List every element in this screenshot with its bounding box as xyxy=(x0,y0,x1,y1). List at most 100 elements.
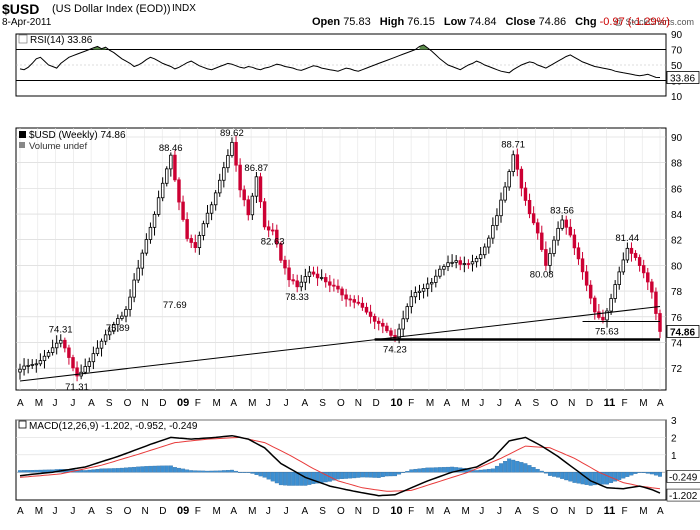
price-candle xyxy=(18,368,22,373)
macd-histogram-bar xyxy=(633,472,638,474)
price-x-tick-label: S xyxy=(319,398,326,409)
macd-histogram-bar xyxy=(99,468,104,473)
macd-histogram-bar xyxy=(38,469,43,473)
price-candle xyxy=(67,347,71,358)
price-candle xyxy=(197,235,202,249)
price-candle xyxy=(303,276,308,283)
price-annotation: 88.46 xyxy=(159,143,183,154)
price-candle xyxy=(279,243,283,261)
macd-histogram-bar xyxy=(111,468,116,473)
macd-histogram-bar xyxy=(254,472,259,475)
macd-tick-label: 2 xyxy=(671,433,677,444)
macd-histogram-bar xyxy=(119,467,124,473)
price-candle xyxy=(238,164,242,191)
macd-histogram-bar xyxy=(401,472,406,473)
price-x-tick-label: M xyxy=(248,398,256,409)
price-candle xyxy=(372,315,377,322)
macd-histogram-bar xyxy=(429,467,434,473)
macd-histogram-bar xyxy=(417,468,422,473)
price-candle xyxy=(54,342,59,349)
price-candle xyxy=(654,291,658,314)
price-tick-label: 78 xyxy=(671,287,683,298)
price-annotation: 71.31 xyxy=(65,382,89,393)
macd-x-tick-label: S xyxy=(533,506,540,517)
price-candle xyxy=(470,261,475,265)
macd-histogram-bar xyxy=(83,470,88,473)
macd-legend-swatch xyxy=(18,420,27,429)
macd-histogram-bar xyxy=(168,465,173,473)
price-candle xyxy=(258,176,263,203)
macd-x-tick-label: M xyxy=(639,506,647,517)
price-candle xyxy=(87,361,92,367)
volume-title: Volume undef xyxy=(29,141,87,152)
high-label: High xyxy=(379,16,405,28)
macd-histogram-bar xyxy=(258,472,263,477)
rsi-last-value: 33.86 xyxy=(670,74,695,85)
price-candle xyxy=(254,176,259,197)
macd-histogram-bar xyxy=(560,472,565,479)
macd-x-tick-label: D xyxy=(586,506,593,517)
price-candle xyxy=(271,229,275,232)
macd-histogram-bar xyxy=(128,467,133,473)
price-x-tick-label: F xyxy=(408,398,414,409)
price-candle xyxy=(434,275,438,283)
price-candle xyxy=(478,254,483,259)
rsi-last-box xyxy=(666,71,700,84)
price-candle xyxy=(348,298,352,301)
price-candle xyxy=(629,247,634,254)
price-x-tick-label: 09 xyxy=(177,397,189,409)
macd-histogram-bar xyxy=(205,470,210,473)
change-label: Chg xyxy=(575,16,597,28)
price-candle xyxy=(572,234,577,249)
macd-x-tick-label: M xyxy=(35,506,43,517)
macd-histogram-bar xyxy=(344,472,349,479)
macd-histogram-bar xyxy=(474,470,479,473)
macd-last-value: -1.202 xyxy=(669,491,698,502)
price-x-tick-label: J xyxy=(497,398,502,409)
macd-histogram-bar xyxy=(572,472,577,483)
price-candle xyxy=(519,168,524,189)
price-candle xyxy=(152,213,157,228)
price-candle xyxy=(385,325,389,332)
price-candle xyxy=(209,204,214,214)
price-candle xyxy=(531,213,536,224)
macd-histogram-bar xyxy=(193,470,198,473)
price-candle xyxy=(42,355,47,362)
price-candle xyxy=(540,232,544,250)
price-candle xyxy=(234,141,238,166)
macd-histogram-bar xyxy=(539,470,544,473)
macd-x-tick-label: J xyxy=(266,506,271,517)
macd-histogram-bar xyxy=(299,472,304,486)
macd-x-tick-label: M xyxy=(426,506,434,517)
price-candle xyxy=(71,357,75,369)
price-candle xyxy=(218,179,222,194)
macd-x-tick-label: O xyxy=(337,506,345,517)
macd-histogram-bar xyxy=(482,469,487,473)
price-candle xyxy=(340,288,344,296)
macd-histogram-bar xyxy=(124,467,128,473)
price-candle xyxy=(30,364,34,366)
price-x-tick-label: O xyxy=(124,398,132,409)
price-candle xyxy=(193,242,198,249)
price-candle xyxy=(442,266,446,270)
change-value: -0.97 (-1.29%) xyxy=(599,16,670,28)
price-x-tick-label: J xyxy=(70,398,75,409)
chart-symbol: $USD xyxy=(2,1,40,17)
low-value: 74.84 xyxy=(468,16,497,28)
price-candle xyxy=(315,273,320,279)
price-x-tick-label: D xyxy=(373,398,380,409)
price-tick-label: 76 xyxy=(671,313,683,324)
price-candle xyxy=(59,339,63,344)
macd-x-tick-label: S xyxy=(106,506,113,517)
price-candle xyxy=(75,367,79,377)
price-candle xyxy=(91,353,96,363)
macd-histogram-bar xyxy=(189,470,194,473)
macd-histogram-bar xyxy=(315,472,320,484)
macd-histogram-bar xyxy=(213,470,218,473)
macd-histogram-bar xyxy=(393,472,398,477)
macd-histogram-bar xyxy=(486,468,491,473)
price-annotation: 89.62 xyxy=(220,128,244,139)
macd-histogram-bar xyxy=(225,470,230,473)
macd-histogram-bar xyxy=(568,472,573,482)
price-candle xyxy=(503,186,507,201)
